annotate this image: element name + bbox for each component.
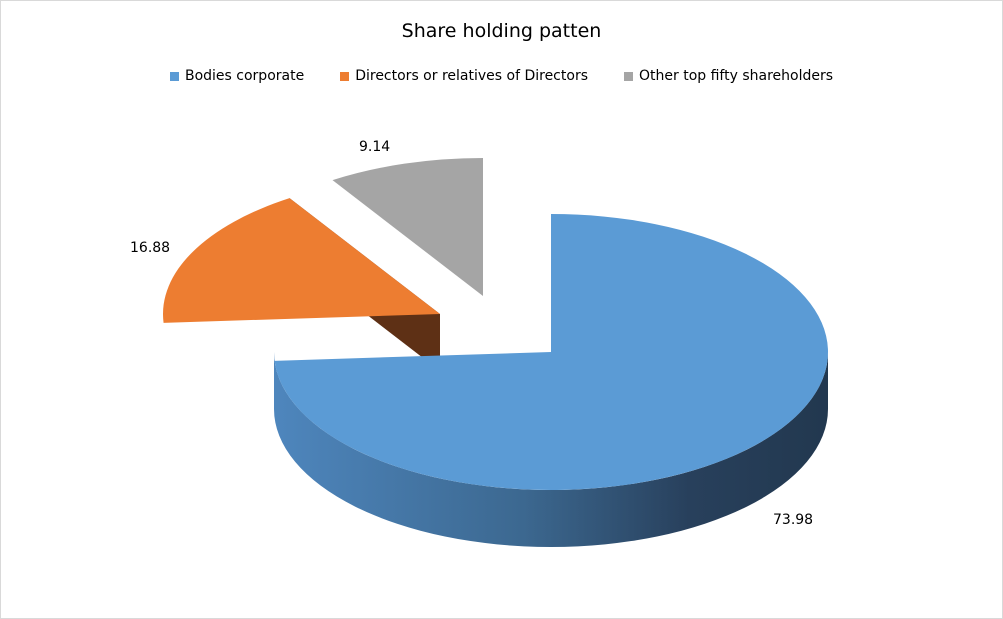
legend-item-directors: Directors or relatives of Directors xyxy=(340,68,588,84)
legend-item-bodies-corporate: Bodies corporate xyxy=(169,68,305,84)
legend-swatch xyxy=(624,71,633,81)
legend: Bodies corporate Directors or relatives … xyxy=(1,68,1002,84)
pie-slice xyxy=(163,198,440,371)
legend-label: Directors or relatives of Directors xyxy=(355,68,588,84)
legend-label: Bodies corporate xyxy=(184,68,305,84)
chart-title: Share holding patten xyxy=(401,20,602,42)
data-label: 9.14 xyxy=(359,139,390,155)
slice-side xyxy=(274,352,828,547)
data-label: 16.88 xyxy=(130,240,170,256)
slice-top xyxy=(163,198,440,323)
legend-label: Other top fifty shareholders xyxy=(639,68,834,84)
data-label: 73.98 xyxy=(773,512,813,528)
pie-slice xyxy=(274,214,828,547)
legend-swatch xyxy=(169,71,179,81)
legend-item-other-shareholders: Other top fifty shareholders xyxy=(624,68,833,84)
slice-top xyxy=(274,214,828,490)
slice-top xyxy=(332,158,483,296)
pie-slice xyxy=(332,158,483,296)
legend-swatch xyxy=(340,71,350,81)
